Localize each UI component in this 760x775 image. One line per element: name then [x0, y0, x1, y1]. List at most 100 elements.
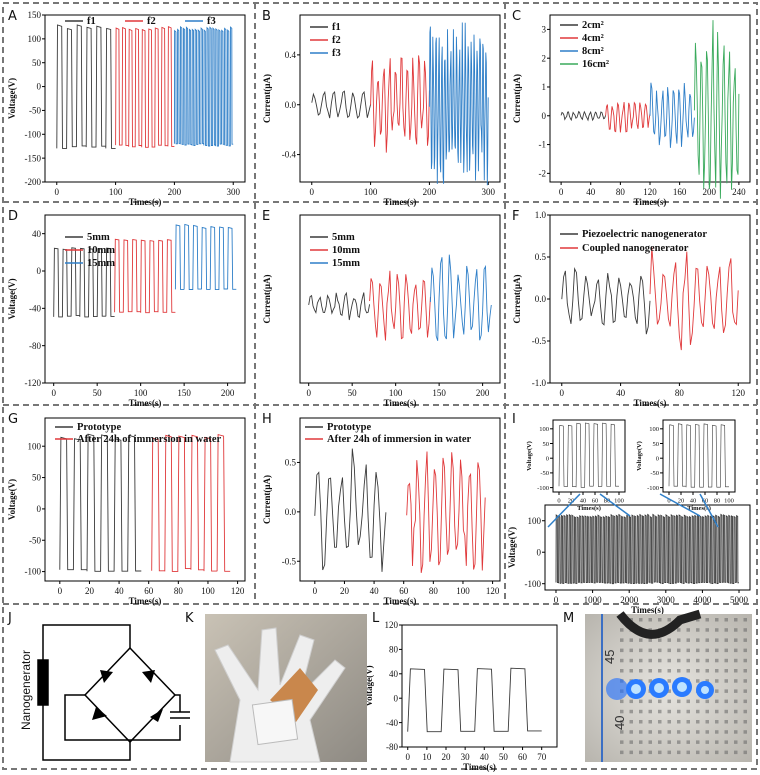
breadboard-hole — [734, 720, 738, 724]
y-tick-label: 50 — [543, 441, 550, 448]
y-tick-label: 0 — [394, 693, 399, 703]
breadboard-hole — [705, 638, 709, 642]
x-tick-label: 0 — [557, 498, 560, 505]
breadboard-hole — [724, 669, 728, 673]
breadboard-hole — [705, 679, 709, 683]
breadboard-hole — [734, 740, 738, 744]
plot-frame — [662, 419, 736, 493]
breadboard-hole — [667, 709, 671, 714]
breadboard-hole — [743, 709, 747, 714]
breadboard-hole — [734, 750, 738, 755]
breadboard-hole — [696, 679, 700, 683]
breadboard-hole — [734, 628, 738, 632]
legend-entry: f1 — [87, 16, 96, 27]
x-tick-label: 60 — [702, 498, 709, 505]
x-axis-label: Times(s) — [577, 505, 601, 512]
x-tick-label: 160 — [673, 187, 687, 197]
series-line — [428, 22, 489, 186]
breadboard-hole — [743, 689, 747, 693]
breadboard-hole — [724, 618, 728, 622]
breadboard-hole — [629, 730, 633, 734]
x-tick-label: 0 — [306, 388, 311, 398]
series-line — [308, 291, 371, 321]
chart-f: 0 40 80 120 -1.0 -0.5 0.0 0.5 1.0 Times(s) Current… — [512, 210, 751, 408]
series-line — [370, 55, 430, 153]
x-tick-label: 60 — [399, 586, 409, 596]
chart-e: 0 50 100 150 200 Times(s) Current(μA) 5mm 10mm 15… — [262, 214, 501, 408]
diode-2 — [142, 670, 155, 683]
legend-entry: f3 — [332, 48, 341, 59]
x-tick-label: 3000 — [657, 595, 676, 605]
breadboard-hole — [696, 638, 700, 642]
breadboard-hole — [696, 709, 700, 714]
y-tick-label: -120 — [25, 378, 42, 388]
breadboard-hole — [743, 730, 747, 734]
breadboard-hole — [667, 720, 671, 724]
y-tick-label: 100 — [28, 441, 42, 451]
led-row — [606, 677, 714, 700]
y-tick-label: -100 — [537, 485, 549, 492]
breadboard-hole — [696, 628, 700, 632]
series-line — [649, 82, 695, 148]
y-tick-label: 0 — [546, 455, 549, 462]
breadboard-hole — [696, 730, 700, 734]
y-tick-label: -100 — [25, 129, 42, 139]
panel-letters: A B C D E F G H I J K L M — [7, 9, 574, 626]
plot-frame — [44, 14, 246, 183]
breadboard-hole — [677, 669, 681, 673]
breadboard-hole — [658, 648, 662, 653]
breadboard-hole — [686, 730, 690, 734]
breadboard-hole — [629, 618, 633, 622]
breadboard-hole — [715, 618, 719, 622]
breadboard-hole — [686, 648, 690, 653]
x-axis-label: Times(s) — [634, 197, 667, 207]
breadboard-hole — [648, 679, 652, 683]
x-tick-label: 50 — [348, 388, 358, 398]
breadboard-hole — [696, 750, 700, 755]
breadboard-hole — [724, 720, 728, 724]
x-axis-label: Times(s) — [129, 596, 162, 606]
breadboard-hole — [724, 628, 728, 632]
series-line — [53, 247, 115, 318]
y-tick-label: 2 — [542, 53, 547, 63]
series-line — [555, 513, 739, 585]
breadboard-hole — [686, 699, 690, 704]
ruler-label-40: 40 — [612, 716, 627, 730]
y-axis-label: Current(μA) — [262, 275, 272, 324]
diode-3 — [92, 707, 107, 720]
breadboard-hole — [639, 740, 643, 744]
breadboard-hole — [715, 628, 719, 632]
x-tick-label: 100 — [364, 187, 378, 197]
breadboard-hole — [639, 638, 643, 642]
y-axis-label: Voltage(V) — [364, 665, 374, 706]
legend-entry: 10mm — [332, 245, 360, 256]
panel-label-l: L — [372, 611, 380, 626]
breadboard-hole — [648, 669, 652, 673]
series-line — [693, 20, 740, 199]
breadboard-hole — [696, 720, 700, 724]
y-axis-label: Voltage(V) — [526, 441, 533, 471]
x-axis-label: Times(s) — [384, 398, 417, 408]
x-tick-label: 40 — [480, 752, 490, 762]
x-tick-label: 0 — [559, 187, 564, 197]
x-tick-label: 240 — [732, 187, 746, 197]
breadboard-hole — [620, 720, 624, 724]
breadboard-hole — [696, 740, 700, 744]
x-tick-label: 100 — [614, 498, 624, 505]
breadboard-hole — [705, 669, 709, 673]
y-tick-label: 0 — [656, 455, 659, 462]
y-tick-label: -200 — [25, 177, 42, 187]
breadboard-hole — [648, 618, 652, 622]
y-tick-label: -50 — [29, 106, 41, 116]
breadboard-hole — [686, 720, 690, 724]
breadboard-hole — [658, 709, 662, 714]
breadboard-hole — [705, 740, 709, 744]
breadboard-hole — [639, 618, 643, 622]
y-tick-label: 40 — [32, 229, 42, 239]
series-line — [668, 423, 729, 488]
y-axis-label: Voltage(V) — [7, 479, 17, 520]
breadboard-hole — [734, 648, 738, 653]
breadboard-hole — [743, 618, 747, 622]
breadboard-hole — [715, 689, 719, 693]
x-tick-label: 40 — [115, 586, 125, 596]
